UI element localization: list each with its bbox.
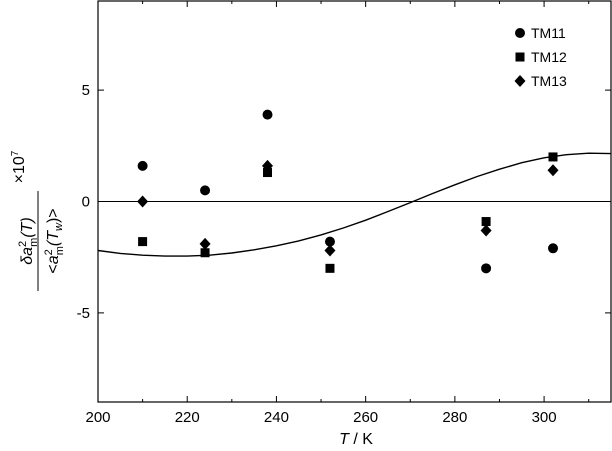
y-axis-title: δa2m(T) <a2m(Tw)> ×107 <box>10 150 66 291</box>
point-tm12 <box>263 168 273 178</box>
x-axis-variable: T <box>339 431 350 448</box>
data-points <box>137 109 559 274</box>
point-tm12 <box>138 237 148 247</box>
point-tm13 <box>324 244 336 257</box>
legend-marker-tm13 <box>514 75 526 87</box>
point-tm11 <box>481 263 492 274</box>
legend-label-tm11: TM11 <box>531 25 566 41</box>
point-tm11 <box>324 236 335 247</box>
legend-marker-tm11 <box>515 28 525 38</box>
x-tick-label: 200 <box>85 409 110 426</box>
point-tm12 <box>200 248 210 258</box>
x-tick-label: 260 <box>353 409 378 426</box>
y-axis: -5 0 5 <box>77 82 611 322</box>
point-tm13 <box>547 164 559 177</box>
y-axis-numerator: δa2m(T) <box>17 217 40 265</box>
y-tick-label: 5 <box>82 82 90 99</box>
x-tick-label: 220 <box>175 409 200 426</box>
x-tick-label: 240 <box>264 409 289 426</box>
x-tick-label: 300 <box>532 409 557 426</box>
point-tm12 <box>548 152 558 162</box>
y-axis-scale-factor: ×107 <box>10 150 28 183</box>
y-tick-label: 0 <box>82 194 90 211</box>
point-tm12 <box>481 217 491 227</box>
y-tick-label: -5 <box>77 305 90 322</box>
point-tm13 <box>480 224 492 237</box>
point-tm13 <box>262 159 274 172</box>
fit-curve <box>97 152 612 257</box>
x-axis-title: T / K <box>339 431 373 448</box>
point-tm11 <box>262 109 273 120</box>
y-axis-denominator: <a2m(Tw)> <box>43 208 66 273</box>
legend-label-tm12: TM12 <box>531 49 567 65</box>
point-tm13 <box>137 195 149 208</box>
x-axis: 200 220 240 260 280 300 <box>85 1 590 426</box>
point-tm11 <box>137 160 148 171</box>
x-axis-unit: / K <box>349 431 373 448</box>
x-tick-label: 280 <box>442 409 467 426</box>
point-tm13 <box>199 237 211 250</box>
point-tm11 <box>200 185 211 196</box>
legend-label-tm13: TM13 <box>531 73 567 89</box>
legend-marker-tm12 <box>515 52 525 62</box>
point-tm11 <box>548 243 559 254</box>
legend: TM11 TM12 TM13 <box>514 25 567 89</box>
fit-curve-layer <box>97 152 612 257</box>
point-tm12 <box>325 263 335 273</box>
